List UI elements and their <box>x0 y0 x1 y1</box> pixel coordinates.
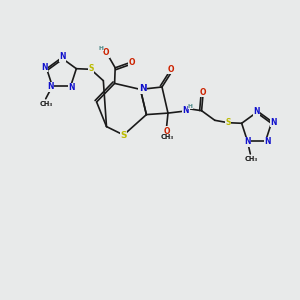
Text: N: N <box>254 107 260 116</box>
Text: N: N <box>41 63 48 72</box>
Text: O: O <box>168 65 174 74</box>
Text: O: O <box>103 48 110 57</box>
Text: S: S <box>226 118 231 127</box>
Text: O: O <box>164 127 170 136</box>
Text: H: H <box>188 104 193 109</box>
Text: N: N <box>264 137 271 146</box>
Text: O: O <box>129 58 135 67</box>
Text: CH₃: CH₃ <box>40 100 53 106</box>
Text: O: O <box>200 88 206 97</box>
Text: CH₃: CH₃ <box>244 156 258 162</box>
Text: N: N <box>244 137 251 146</box>
Text: N: N <box>183 106 189 115</box>
Text: CH₃: CH₃ <box>160 134 174 140</box>
Text: N: N <box>139 84 146 93</box>
Text: H: H <box>99 46 104 51</box>
Text: N: N <box>59 52 65 61</box>
Text: S: S <box>88 64 94 74</box>
Text: N: N <box>270 118 277 127</box>
Text: N: N <box>68 83 74 92</box>
Text: S: S <box>120 130 127 140</box>
Text: N: N <box>47 82 53 91</box>
